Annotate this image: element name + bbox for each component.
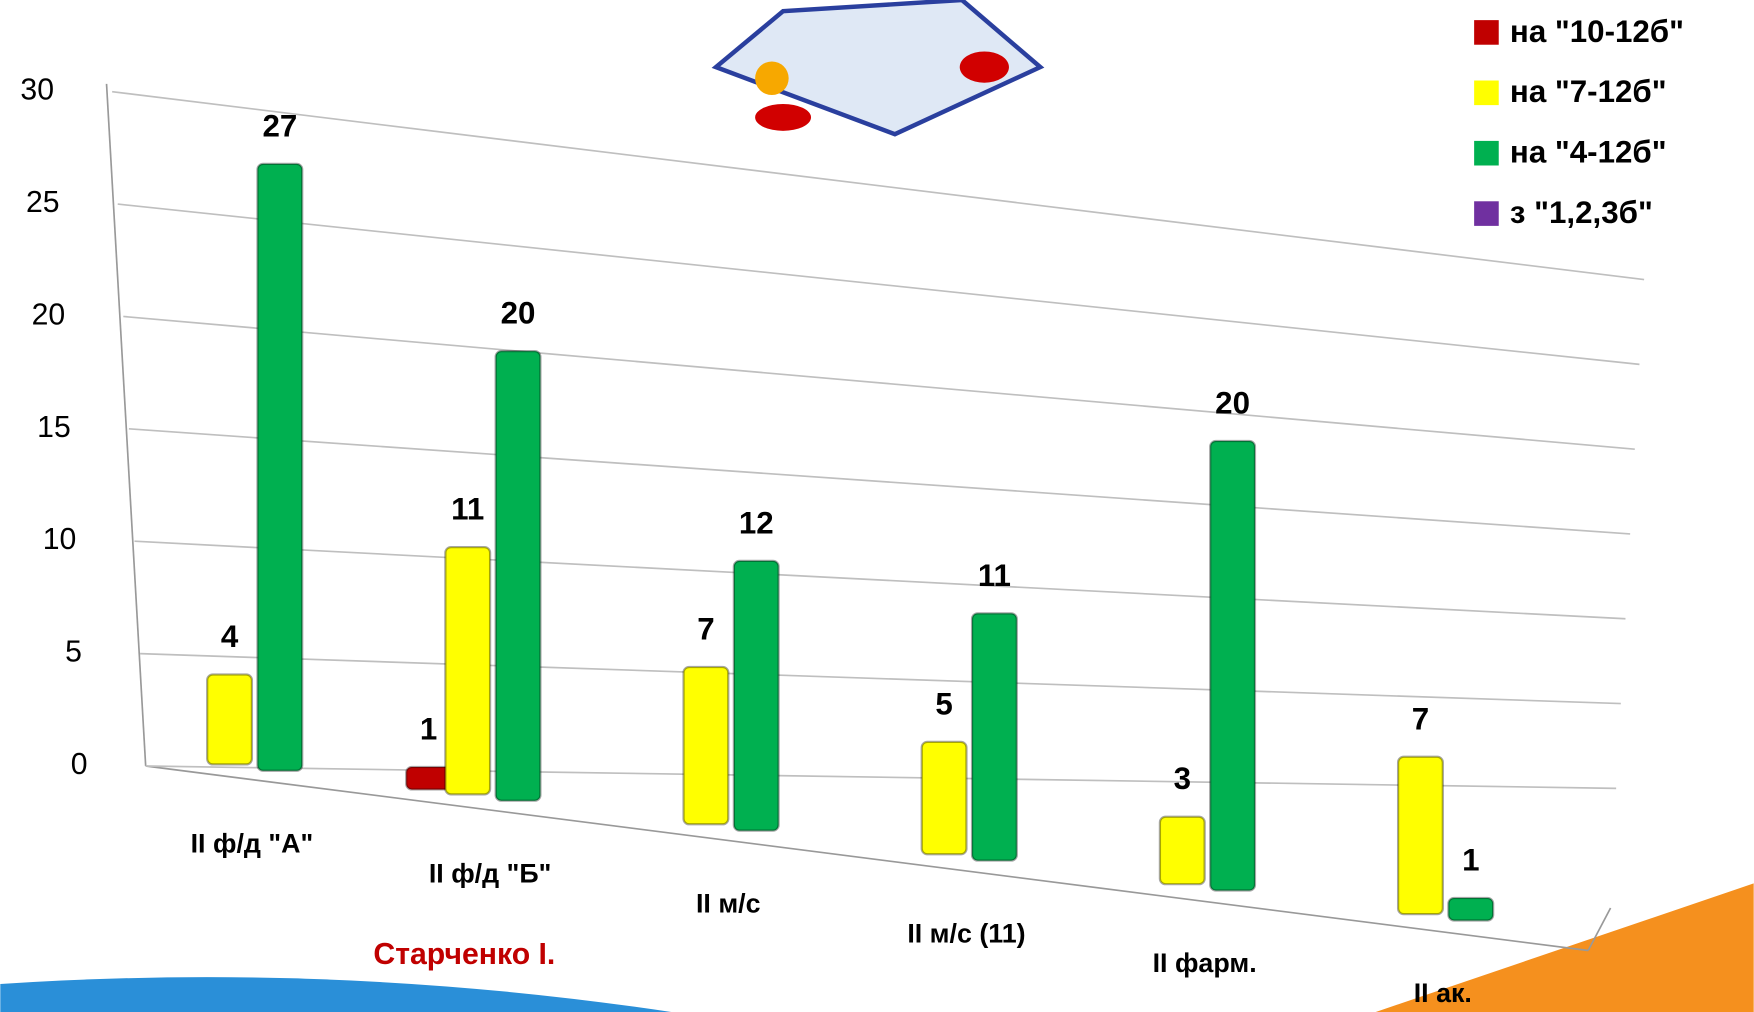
- y-tick-label: 25: [26, 186, 60, 219]
- grid-line: [123, 315, 1635, 450]
- grid-line: [117, 203, 1640, 366]
- bar: [1396, 755, 1444, 916]
- bar: [682, 665, 730, 826]
- value-label: 11: [978, 558, 1011, 593]
- y-axis: [105, 83, 147, 767]
- value-label: 12: [739, 505, 774, 540]
- y-tick-label: 20: [32, 298, 66, 331]
- x-tick-label: II ф/д "Б": [429, 858, 552, 888]
- value-label: 27: [262, 108, 297, 143]
- bar: [206, 673, 254, 766]
- x-tick-label: II ак.: [1414, 978, 1472, 1008]
- value-label: 7: [1412, 701, 1429, 736]
- x-axis: [145, 765, 1589, 952]
- grid-line: [134, 540, 1626, 620]
- grid-line: [112, 90, 1645, 281]
- legend-swatch: [1474, 20, 1499, 45]
- decor-book: [711, 0, 1045, 137]
- legend-label: на "7-12б": [1510, 74, 1667, 109]
- legend-label: на "10-12б": [1510, 14, 1684, 49]
- bar: [732, 559, 780, 832]
- decor-stripe: [0, 977, 672, 1012]
- value-label: 11: [451, 492, 484, 527]
- value-label: 20: [1215, 385, 1250, 420]
- bar: [920, 740, 968, 856]
- bar: [970, 612, 1018, 862]
- floor-edge: [1587, 907, 1612, 951]
- value-label: 1: [1462, 842, 1479, 877]
- value-label: 1: [420, 711, 437, 746]
- bar: [444, 546, 492, 796]
- y-tick-label: 15: [37, 411, 71, 444]
- bar: [494, 350, 542, 802]
- legend-swatch: [1474, 80, 1499, 106]
- legend-swatch: [1474, 140, 1499, 166]
- x-tick-label: II м/с: [696, 888, 761, 918]
- legend-label: з "1,2,3б": [1510, 195, 1653, 230]
- x-tick-label: II ф/д "А": [191, 828, 314, 858]
- y-tick-label: 10: [43, 523, 77, 556]
- x-tick-label: II м/с (11): [907, 918, 1025, 948]
- value-label: 4: [221, 619, 239, 654]
- y-tick-label: 0: [71, 748, 88, 781]
- grid-line: [145, 765, 1617, 790]
- y-tick-label: 5: [65, 636, 82, 669]
- legend-swatch: [1474, 201, 1499, 226]
- bar: [1447, 896, 1495, 922]
- grid-line: [140, 652, 1621, 705]
- value-label: 20: [501, 296, 536, 331]
- legend-label: на "4-12б": [1510, 135, 1667, 170]
- annotation: Старченко І.: [373, 938, 555, 971]
- value-label: 3: [1174, 761, 1191, 796]
- bar: [1158, 815, 1206, 886]
- bar: [1209, 439, 1257, 892]
- grid-line: [128, 428, 1631, 535]
- y-tick-label: 30: [20, 74, 54, 107]
- x-tick-label: II фарм.: [1153, 948, 1257, 978]
- value-label: 7: [697, 611, 714, 646]
- value-label: 5: [935, 686, 952, 721]
- bar: [256, 162, 304, 772]
